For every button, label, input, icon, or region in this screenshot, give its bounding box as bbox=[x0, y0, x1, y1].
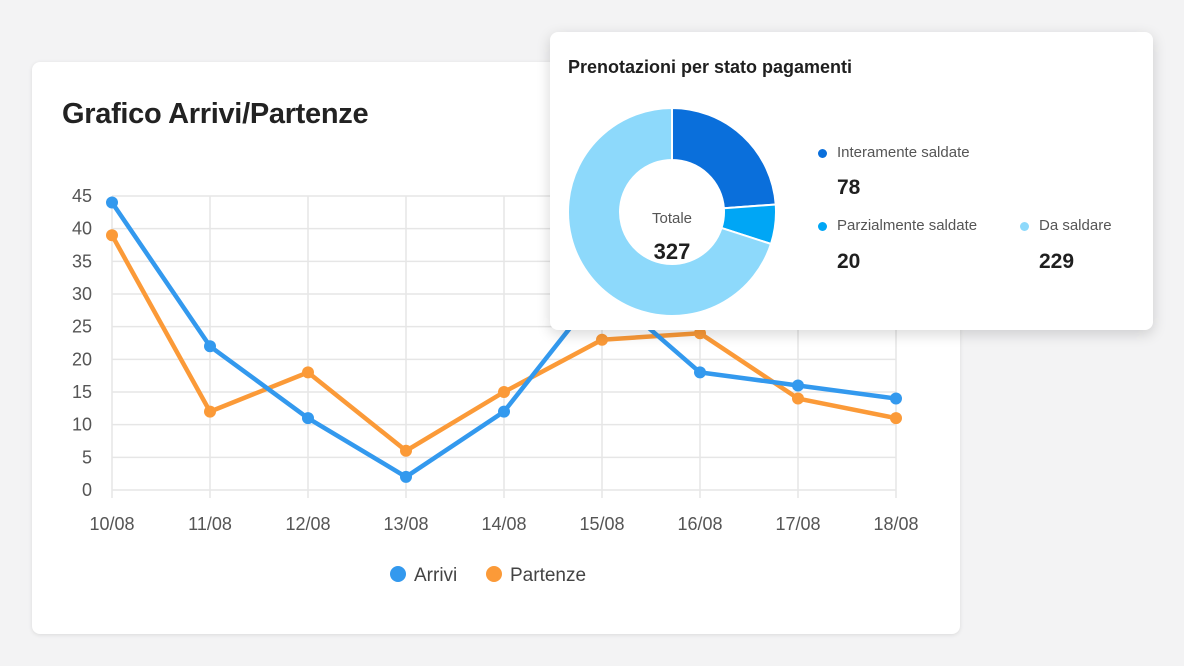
legend-value-interamente: 78 bbox=[837, 176, 861, 199]
series-arrivi bbox=[106, 196, 902, 483]
legend-label-partenze[interactable]: Partenze bbox=[510, 565, 586, 586]
y-tick-label: 25 bbox=[72, 317, 92, 337]
legend-value-parzialmente: 20 bbox=[837, 250, 861, 273]
x-tick-label: 14/08 bbox=[481, 514, 526, 534]
y-tick-label: 30 bbox=[72, 284, 92, 304]
legend-marker-partenze[interactable] bbox=[486, 566, 502, 582]
legend-label-parzialmente: Parzialmente saldate bbox=[837, 217, 978, 234]
data-point-arrivi[interactable] bbox=[890, 392, 902, 405]
data-point-partenze[interactable] bbox=[204, 405, 216, 418]
data-point-partenze[interactable] bbox=[890, 412, 902, 425]
x-tick-label: 10/08 bbox=[89, 514, 134, 534]
donut-center-label: Totale bbox=[652, 210, 692, 227]
donut-slice-da-saldare[interactable] bbox=[567, 106, 773, 317]
data-point-arrivi[interactable] bbox=[792, 379, 804, 392]
x-tick-label: 13/08 bbox=[383, 514, 428, 534]
line-chart-legend: Arrivi Partenze bbox=[390, 565, 586, 586]
legend-value-da-saldare: 229 bbox=[1039, 250, 1075, 273]
donut-chart: Totale 327 bbox=[567, 106, 777, 317]
y-tick-label: 20 bbox=[72, 349, 92, 369]
data-point-arrivi[interactable] bbox=[204, 340, 216, 353]
y-tick-label: 40 bbox=[72, 219, 92, 239]
x-tick-label: 16/08 bbox=[677, 514, 722, 534]
donut-chart-title: Prenotazioni per stato pagamenti bbox=[568, 57, 853, 77]
x-tick-label: 11/08 bbox=[188, 514, 232, 534]
data-point-arrivi[interactable] bbox=[694, 366, 706, 379]
data-point-partenze[interactable] bbox=[596, 333, 608, 346]
legend-dot-interamente bbox=[818, 149, 827, 158]
y-tick-label: 5 bbox=[82, 447, 92, 467]
y-tick-label: 45 bbox=[72, 186, 92, 206]
data-point-partenze[interactable] bbox=[106, 229, 118, 242]
data-point-partenze[interactable] bbox=[400, 444, 412, 457]
legend-label-da-saldare: Da saldare bbox=[1039, 217, 1112, 234]
legend-dot-parzialmente bbox=[818, 222, 827, 231]
data-point-partenze[interactable] bbox=[694, 327, 706, 340]
data-point-partenze[interactable] bbox=[792, 392, 804, 405]
series-partenze bbox=[106, 229, 902, 457]
y-tick-label: 0 bbox=[82, 480, 92, 500]
x-tick-label: 12/08 bbox=[285, 514, 330, 534]
legend-marker-arrivi[interactable] bbox=[390, 566, 406, 582]
data-point-partenze[interactable] bbox=[302, 366, 314, 379]
legend-dot-da-saldare bbox=[1020, 222, 1029, 231]
donut-chart-card: Prenotazioni per stato pagamenti Totale … bbox=[550, 32, 1153, 330]
legend-label-interamente: Interamente saldate bbox=[837, 144, 970, 161]
data-point-arrivi[interactable] bbox=[106, 196, 118, 209]
data-point-arrivi[interactable] bbox=[400, 470, 412, 483]
legend-label-arrivi[interactable]: Arrivi bbox=[414, 565, 457, 586]
y-tick-label: 10 bbox=[72, 415, 92, 435]
donut-slice-interamente-saldate[interactable] bbox=[671, 106, 777, 210]
data-point-arrivi[interactable] bbox=[302, 412, 314, 425]
data-point-arrivi[interactable] bbox=[498, 405, 510, 418]
data-point-partenze[interactable] bbox=[498, 386, 510, 398]
donut-center-value: 327 bbox=[654, 239, 691, 264]
x-tick-label: 18/08 bbox=[873, 514, 918, 534]
y-tick-label: 35 bbox=[72, 251, 92, 271]
x-tick-label: 17/08 bbox=[775, 514, 820, 534]
x-tick-label: 15/08 bbox=[579, 514, 624, 534]
line-chart-title: Grafico Arrivi/Partenze bbox=[62, 98, 369, 130]
y-tick-label: 15 bbox=[72, 382, 92, 402]
